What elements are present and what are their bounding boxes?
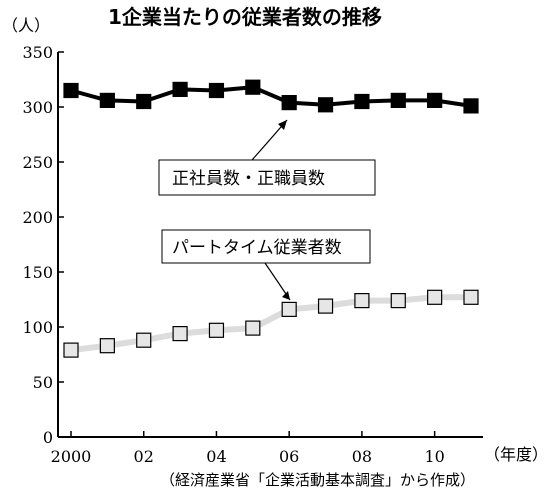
arrowhead-seishain (278, 120, 287, 130)
data-point (136, 332, 152, 348)
y-tick-label: 250 (22, 153, 53, 172)
y-tick-label: 300 (22, 98, 53, 117)
x-tick-label: 10 (424, 447, 444, 466)
x-axis-ticks: 2000 02 04 06 08 10 (51, 431, 445, 466)
series-1 (63, 79, 479, 114)
data-point (427, 289, 443, 305)
data-point (317, 298, 334, 314)
y-axis-unit: （人） (2, 16, 50, 35)
data-point (208, 82, 225, 99)
series-line (70, 85, 472, 108)
x-tick-label: 2000 (51, 447, 92, 466)
x-axis-unit: （年度） (484, 445, 548, 464)
data-point (281, 301, 297, 317)
x-tick-label: 02 (134, 447, 154, 466)
arrowhead-part (282, 291, 290, 300)
data-point (463, 98, 479, 114)
chart-title: 1企業当たりの従業者数の推移 (108, 5, 382, 29)
y-tick-label: 100 (22, 318, 53, 337)
series-label-box-part: パートタイム従業者数 (161, 229, 371, 264)
series-line (70, 294, 471, 354)
data-point (63, 82, 79, 99)
y-tick-label: 0 (43, 428, 53, 447)
data-point (172, 326, 188, 342)
y-tick-label: 200 (22, 208, 53, 227)
y-axis-ticks: 0 50 100 150 200 250 300 350 (22, 43, 64, 447)
series-label-part: パートタイム従業者数 (172, 238, 342, 258)
data-point (208, 322, 225, 338)
series-label-seishain: 正社員数・正職員数 (172, 169, 325, 189)
data-point (245, 320, 261, 336)
x-tick-label: 04 (206, 447, 226, 466)
x-tick-label: 06 (279, 447, 299, 466)
y-tick-label: 50 (33, 373, 53, 392)
series-label-box-seishain: 正社員数・正職員数 (158, 159, 376, 196)
data-point (281, 94, 297, 111)
data-point (390, 293, 406, 309)
series-2 (63, 289, 479, 358)
data-point (354, 293, 370, 309)
data-point (136, 93, 152, 110)
data-point (99, 92, 115, 109)
source-note: （経済産業省「企業活動基本調査」から作成） (160, 471, 475, 489)
x-tick-label: 08 (352, 447, 372, 466)
data-point (172, 81, 188, 98)
y-tick-label: 350 (22, 43, 53, 62)
y-tick-label: 150 (22, 263, 53, 282)
data-point (99, 338, 115, 354)
data-point (245, 79, 261, 95)
data-point (390, 92, 406, 109)
data-point (317, 97, 334, 113)
data-point (463, 289, 479, 305)
series-layer (63, 79, 479, 358)
data-point (427, 92, 443, 109)
data-point (63, 342, 79, 358)
data-point (354, 93, 370, 110)
